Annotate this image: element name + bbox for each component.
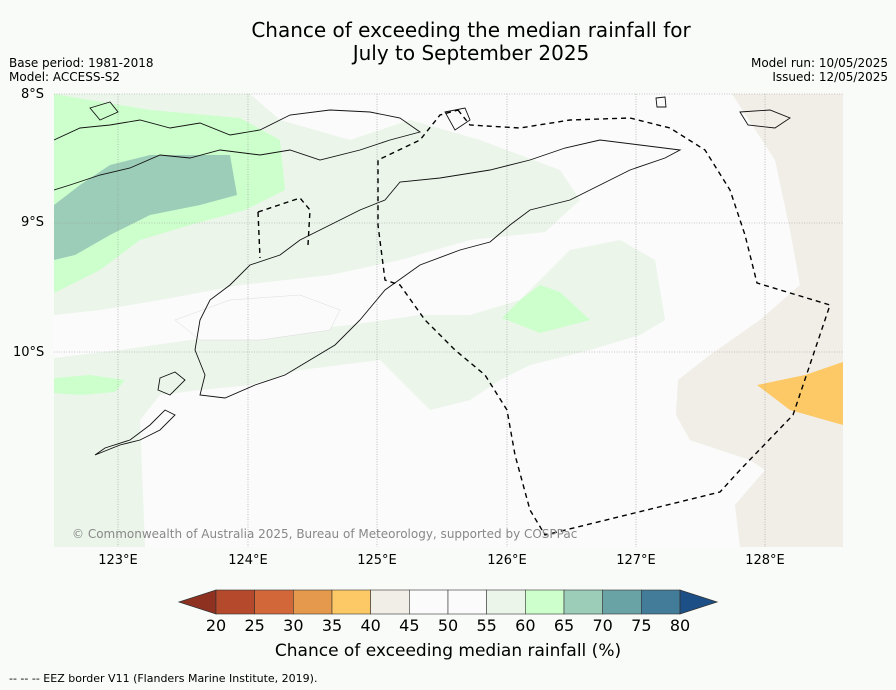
colorbar-swatch [370, 589, 410, 615]
colorbar-swatch [641, 589, 681, 615]
colorbar-swatch [525, 589, 565, 615]
colorbar-swatch [602, 589, 642, 615]
eez-footnote: -- -- -- EEZ border V11 (Flanders Marine… [9, 672, 318, 685]
lon-label-126e: 126°E [487, 553, 527, 568]
map-title: Chance of exceeding the median rainfall … [0, 19, 896, 65]
colorbar-tick-label: 80 [669, 616, 691, 635]
meta-left: Base period: 1981-2018 Model: ACCESS-S2 [9, 56, 154, 84]
island-west [89, 101, 119, 121]
colorbar-tick-label: 35 [321, 616, 343, 635]
flores-coast [54, 109, 422, 191]
title-line-1: Chance of exceeding the median rainfall … [251, 18, 691, 42]
colorbar-swatch [215, 589, 255, 615]
eez-border-oecusse-west [257, 211, 261, 259]
rainfall-field [54, 94, 843, 547]
colorbar-tick-label: 55 [476, 616, 497, 635]
lon-label-127e: 127°E [616, 553, 656, 568]
copyright-text: © Commonwealth of Australia 2025, Bureau… [72, 527, 578, 541]
model-run: Model run: 10/05/2025 [750, 56, 888, 70]
issued-date: Issued: 12/05/2025 [772, 70, 888, 84]
colorbar-tick-label: 65 [553, 616, 575, 635]
colorbar-swatch [486, 589, 526, 615]
base-period: Base period: 1981-2018 [9, 56, 154, 70]
contour-40-45 [676, 94, 843, 547]
lat-label-10s: 10°S [13, 345, 45, 360]
colorbar-under-arrow [177, 589, 217, 615]
island-rote [157, 371, 186, 396]
contour-45-55-inner [174, 294, 341, 341]
lat-label-9s: 9°S [21, 215, 45, 230]
lon-label-128e: 128°E [745, 553, 785, 568]
colorbar-swatch [409, 589, 449, 615]
island-small [655, 96, 667, 108]
eez-border [377, 109, 831, 536]
colorbar-tick-label: 45 [399, 616, 420, 635]
lon-label-123e: 123°E [98, 553, 138, 568]
colorbar-tick-label: 50 [437, 616, 459, 635]
colorbar-tick-label: 70 [592, 616, 613, 635]
colorbar-swatch [563, 589, 603, 615]
colorbar-over-arrow [679, 589, 719, 615]
eez-border-oecusse [257, 197, 311, 246]
lat-label-8s: 8°S [21, 87, 45, 102]
colorbar-label: Chance of exceeding median rainfall (%) [274, 641, 622, 661]
title-line-2: July to September 2025 [352, 41, 590, 65]
contour-60-65-west [54, 375, 125, 395]
colorbar-tick-label: 25 [244, 616, 265, 635]
contour-60-65-mid [502, 285, 590, 333]
model-name: Model: ACCESS-S2 [9, 70, 121, 84]
colorbar-swatch [447, 589, 487, 615]
contour-65-70 [54, 155, 237, 260]
colorbar-tick-label: 60 [515, 616, 536, 635]
meta-right: Model run: 10/05/2025 Issued: 12/05/2025 [751, 56, 888, 84]
colorbar-tick-label: 20 [205, 616, 227, 635]
timor-coast [194, 139, 682, 399]
graticule [54, 93, 843, 547]
colorbar-tick-label: 30 [283, 616, 304, 635]
colorbar-swatch [254, 589, 294, 615]
island-sawu [94, 409, 176, 456]
lon-label-125e: 125°E [357, 553, 397, 568]
island-wetar [739, 109, 791, 129]
colorbar-tick-label: 40 [360, 616, 381, 635]
colorbar-swatch [331, 589, 371, 615]
colorbar-swatch [293, 589, 333, 615]
colorbar-tick-label: 75 [631, 616, 652, 635]
lon-label-124e: 124°E [228, 553, 268, 568]
